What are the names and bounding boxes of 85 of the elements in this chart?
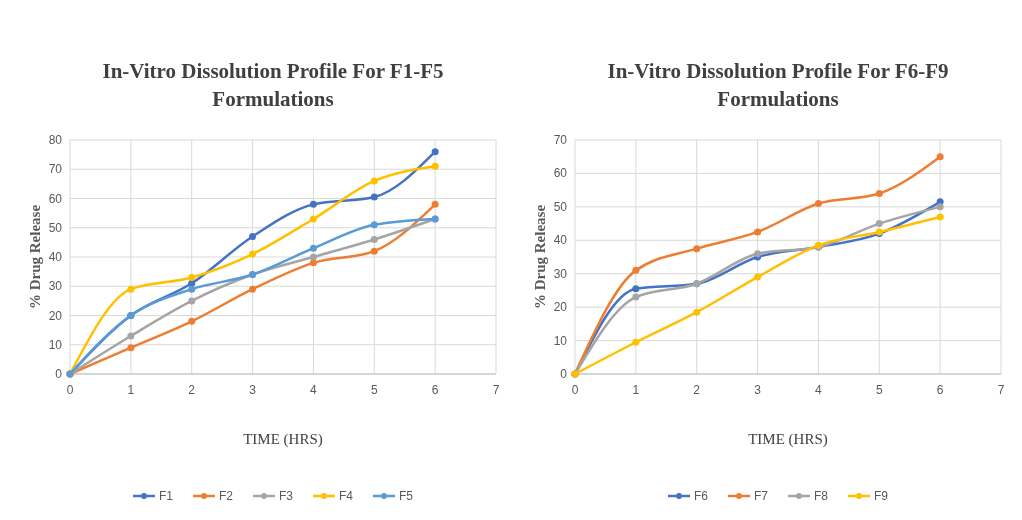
y-tick-label: 70 <box>553 133 568 147</box>
x-tick-label: 3 <box>249 383 257 397</box>
legend-label: F3 <box>279 489 294 503</box>
point <box>754 228 762 236</box>
point <box>754 273 762 281</box>
point <box>936 153 944 161</box>
y-tick-label: 60 <box>553 166 568 181</box>
y-tick-label: 50 <box>553 199 568 214</box>
point <box>249 250 257 258</box>
point <box>309 244 317 252</box>
x-axis-title: TIME (HRS) <box>243 431 323 448</box>
point <box>875 220 883 228</box>
point <box>936 203 944 211</box>
x-axis-title: TIME (HRS) <box>748 431 828 448</box>
x-tick-label: 6 <box>431 383 439 397</box>
point <box>309 215 317 223</box>
point <box>188 273 196 281</box>
x-tick-label: 1 <box>632 383 640 397</box>
x-tick-label: 0 <box>571 383 579 397</box>
legend-label: F5 <box>399 489 414 503</box>
point <box>632 338 640 346</box>
y-tick-label: 70 <box>48 162 63 177</box>
point <box>188 285 196 293</box>
legend-label: F7 <box>754 489 769 503</box>
point <box>632 293 640 301</box>
legend-label: F4 <box>339 489 354 503</box>
y-tick-label: 0 <box>560 367 568 381</box>
y-tick-label: 30 <box>553 266 568 281</box>
point <box>431 162 439 170</box>
x-tick-label: 4 <box>815 383 823 397</box>
point <box>309 200 317 208</box>
point <box>431 148 439 156</box>
x-tick-label: 3 <box>754 383 762 397</box>
y-axis-title: % Drug Release <box>532 204 548 310</box>
point <box>693 308 701 316</box>
x-tick-label: 4 <box>310 383 318 397</box>
point <box>370 177 378 185</box>
x-tick-label: 5 <box>370 383 378 397</box>
x-tick-label: 2 <box>693 383 701 397</box>
x-tick-label: 6 <box>936 383 944 397</box>
x-tick-label: 5 <box>875 383 883 397</box>
y-tick-label: 10 <box>553 333 568 348</box>
point <box>632 266 640 274</box>
point <box>814 200 822 208</box>
x-tick-label: 1 <box>127 383 135 397</box>
legend-label: F8 <box>814 489 829 503</box>
point <box>431 200 439 208</box>
legend-label: F1 <box>159 489 174 503</box>
y-tick-label: 60 <box>48 191 63 206</box>
y-tick-label: 20 <box>48 308 63 323</box>
x-tick-label: 2 <box>188 383 196 397</box>
point <box>249 233 257 241</box>
x-tick-label: 7 <box>997 383 1005 397</box>
point <box>127 344 135 352</box>
point <box>127 285 135 293</box>
point <box>632 285 640 293</box>
chart-title: In-Vitro Dissolution Profile For F1-F5 Formulations <box>102 59 444 111</box>
y-axis-title: % Drug Release <box>27 204 43 310</box>
point <box>370 221 378 229</box>
y-tick-label: 40 <box>553 233 568 248</box>
x-tick-label: 0 <box>66 383 74 397</box>
x-tick-label: 7 <box>492 383 500 397</box>
point <box>309 253 317 261</box>
legend-label: F9 <box>874 489 889 503</box>
y-tick-label: 30 <box>48 279 63 294</box>
legend-label: F6 <box>694 489 709 503</box>
point <box>127 332 135 340</box>
legend-label: F2 <box>219 489 234 503</box>
y-tick-label: 40 <box>48 250 63 264</box>
point <box>188 317 196 325</box>
chart-title: In-Vitro Dissolution Profile For F6-F9 Formulations <box>607 59 949 111</box>
y-tick-label: 10 <box>48 337 63 352</box>
point <box>370 235 378 243</box>
y-tick-label: 80 <box>48 133 63 147</box>
point <box>309 259 317 267</box>
point <box>875 189 883 197</box>
point <box>370 247 378 255</box>
point <box>188 297 196 305</box>
point <box>249 285 257 293</box>
point <box>370 193 378 201</box>
y-tick-label: 0 <box>55 367 63 381</box>
point <box>693 245 701 253</box>
y-tick-label: 20 <box>553 300 568 315</box>
y-tick-label: 50 <box>48 220 63 235</box>
point <box>936 213 944 221</box>
